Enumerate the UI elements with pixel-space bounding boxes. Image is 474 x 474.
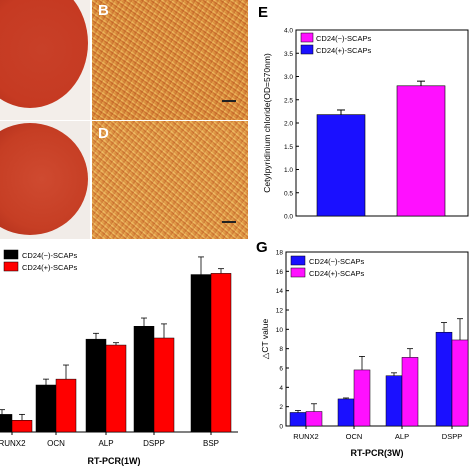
legend-label: CD24(−)-SCAPs: [309, 257, 364, 266]
bar: [401, 357, 419, 427]
x-tick-label: BSP: [203, 439, 219, 448]
y-tick-label: 2: [279, 404, 283, 411]
bar: [11, 420, 33, 433]
y-tick-label: 6: [279, 366, 283, 373]
x-tick-label: OCN: [47, 439, 65, 448]
bar: [85, 338, 107, 433]
legend-swatch: [300, 44, 314, 55]
bar: [305, 411, 323, 427]
y-tick-label: 18: [276, 250, 284, 257]
legend-swatch: [290, 255, 306, 266]
chart-g-frame: [285, 251, 469, 427]
bar: [337, 398, 355, 427]
y-tick-label: 8: [279, 346, 283, 353]
x-tick-label: ALP: [98, 439, 113, 448]
legend-label: CD24(+)-SCAPs: [22, 263, 77, 272]
x-axis-label: RT-PCR(3W): [351, 448, 404, 458]
bar: [316, 114, 366, 217]
micrograph-d: D: [92, 121, 248, 239]
legend-label: CD24(−)-SCAPs: [316, 34, 371, 43]
scale-bar-b: [222, 100, 236, 102]
y-axis-label: Cetylpyridinium chloride(OD=570nm): [262, 53, 272, 193]
y-tick-label: 2.0: [284, 121, 293, 128]
x-tick-label: DSPP: [143, 439, 165, 448]
x-tick-label: DSPP: [442, 432, 462, 441]
panel-label-b: B: [98, 2, 109, 19]
bar: [435, 331, 453, 427]
chart-g: 0 2 4 6 8 10 12 14 16 18 △CT value RUNX2 OCN ALP DSPP R…: [260, 250, 469, 458]
bar: [289, 412, 307, 427]
bar: [133, 326, 155, 433]
y-tick-label: 14: [276, 288, 284, 295]
legend-swatch: [300, 32, 314, 43]
legend-label: CD24(−)-SCAPs: [22, 251, 77, 260]
y-tick-label: 10: [276, 327, 284, 334]
panel-label-d: D: [98, 125, 109, 142]
x-tick-label: OCN: [346, 432, 363, 441]
dish-bottom: [0, 123, 88, 235]
y-tick-label: 0.0: [284, 214, 293, 221]
chart-e: 0.0 0.5 1.0 1.5 2.0 2.5 3.0 3.5 4.0 Cetylpyridini…: [262, 28, 469, 221]
dish-photo-bottom: [0, 121, 90, 239]
x-tick-label: ALP: [395, 432, 409, 441]
legend-label: CD24(+)-SCAPs: [309, 269, 364, 278]
y-tick-label: 3.5: [284, 51, 293, 58]
panel-label-g: G: [256, 239, 268, 256]
bar: [210, 273, 232, 433]
dish-top: [0, 0, 88, 108]
y-tick-label: 2.5: [284, 97, 293, 104]
x-tick-label: RUNX2: [293, 432, 318, 441]
y-axis-label: △CT value: [260, 319, 270, 360]
bar: [396, 85, 446, 217]
chart-f: RUNX2 OCN ALP DSPP BSP RT-PCR(1W) CD24(−)-SCAP…: [0, 249, 238, 466]
bar: [451, 339, 469, 427]
bar: [55, 378, 77, 433]
bar: [0, 414, 13, 433]
bar: [153, 337, 175, 433]
bar: [190, 274, 212, 433]
y-tick-label: 0.5: [284, 190, 293, 197]
y-tick-label: 0: [279, 424, 283, 431]
x-tick-label: RUNX2: [0, 439, 26, 448]
y-tick-label: 12: [276, 308, 284, 315]
panel-label-e: E: [258, 4, 269, 21]
dish-photo-top: [0, 0, 90, 120]
scale-bar-d: [222, 221, 236, 223]
bar: [35, 384, 57, 433]
legend-label: CD24(+)-SCAPs: [316, 46, 371, 55]
y-tick-label: 3.0: [284, 74, 293, 81]
x-axis-label: RT-PCR(1W): [88, 456, 141, 466]
y-tick-label: 4: [279, 385, 283, 392]
y-tick-label: 1.5: [284, 144, 293, 151]
y-tick-label: 16: [276, 269, 284, 276]
y-tick-label: 1.0: [284, 167, 293, 174]
y-tick-label: 4.0: [284, 28, 293, 35]
legend-swatch: [290, 267, 306, 278]
legend-swatch: [3, 261, 19, 272]
bar: [385, 375, 403, 427]
bar: [105, 344, 127, 433]
micrograph-b: B: [92, 0, 248, 120]
legend-swatch: [3, 249, 19, 260]
bar: [353, 369, 371, 427]
